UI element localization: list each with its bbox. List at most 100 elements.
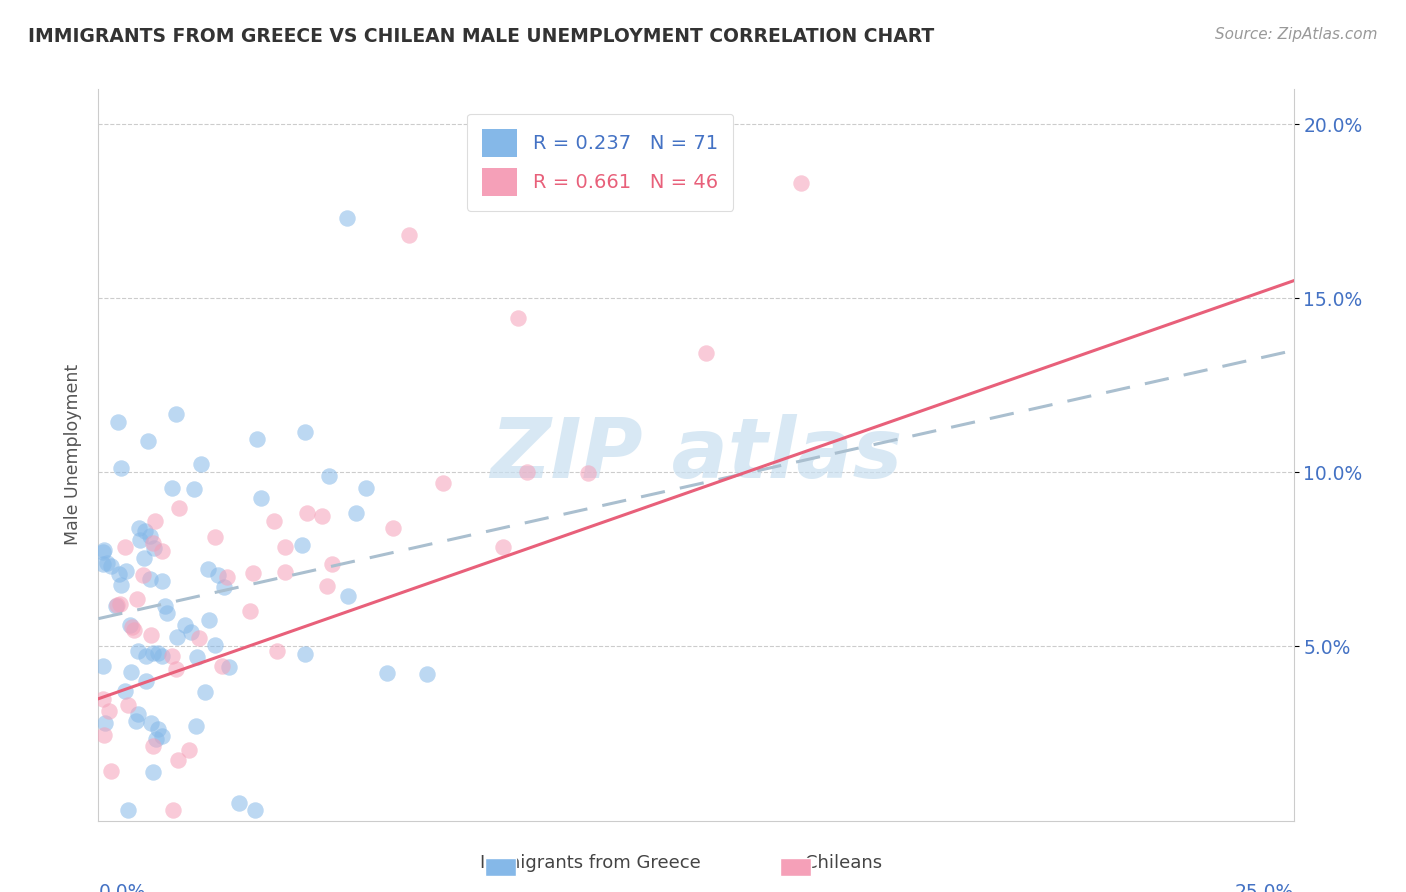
Point [141, 715, 163, 730]
Point [114, 540, 136, 554]
Point [128, 521, 150, 535]
Point [150, 544, 173, 558]
Text: IMMIGRANTS FROM GREECE VS CHILEAN MALE UNEMPLOYMENT CORRELATION CHART: IMMIGRANTS FROM GREECE VS CHILEAN MALE U… [28, 27, 935, 45]
Point [127, 644, 149, 658]
Point [187, 631, 209, 645]
Point [142, 765, 165, 780]
Point [150, 574, 173, 588]
Point [110, 461, 132, 475]
Point [695, 346, 717, 360]
Point [266, 644, 288, 658]
Point [132, 568, 155, 582]
Point [274, 540, 297, 554]
Point [228, 796, 250, 810]
Point [141, 628, 163, 642]
Point [344, 506, 367, 520]
Point [107, 415, 129, 429]
Point [145, 731, 167, 746]
Point [249, 491, 271, 505]
Point [491, 540, 513, 554]
Point [183, 483, 205, 497]
Point [108, 597, 131, 611]
Point [150, 648, 173, 663]
Point [336, 211, 359, 225]
Point [139, 529, 162, 543]
Point [243, 803, 266, 817]
Point [127, 706, 149, 721]
Text: ZIP atlas: ZIP atlas [489, 415, 903, 495]
Point [398, 228, 420, 243]
Point [117, 698, 139, 712]
Point [94, 716, 117, 731]
Point [177, 743, 200, 757]
Point [198, 614, 221, 628]
Point [96, 556, 118, 570]
Point [263, 514, 285, 528]
Point [318, 469, 340, 483]
Point [197, 562, 219, 576]
Point [146, 646, 169, 660]
Point [162, 803, 184, 817]
Text: Chileans: Chileans [806, 855, 882, 872]
Point [156, 606, 179, 620]
Point [117, 803, 139, 817]
Point [120, 617, 142, 632]
Point [105, 598, 128, 612]
Point [104, 599, 127, 613]
Point [128, 533, 150, 547]
Point [165, 662, 187, 676]
Point [91, 692, 114, 706]
Point [790, 176, 813, 190]
Point [354, 481, 377, 495]
Point [142, 536, 165, 550]
Point [136, 434, 159, 449]
Point [508, 311, 530, 326]
Point [150, 729, 173, 743]
Point [115, 564, 138, 578]
Text: 0.0%: 0.0% [98, 883, 146, 892]
Point [174, 617, 197, 632]
Point [143, 514, 166, 528]
Point [93, 727, 115, 741]
Point [186, 719, 208, 733]
Point [207, 567, 229, 582]
Point [204, 638, 226, 652]
Point [215, 570, 238, 584]
Point [239, 604, 262, 618]
Point [416, 666, 439, 681]
Point [108, 567, 131, 582]
Point [218, 660, 240, 674]
Point [190, 458, 212, 472]
Point [153, 599, 176, 614]
Point [120, 665, 142, 680]
Text: Source: ZipAtlas.com: Source: ZipAtlas.com [1215, 27, 1378, 42]
Point [194, 685, 217, 699]
Point [294, 647, 316, 661]
Point [246, 432, 269, 446]
Point [134, 524, 156, 538]
Point [214, 580, 236, 594]
Point [167, 501, 190, 516]
Point [432, 475, 454, 490]
Point [186, 650, 208, 665]
Y-axis label: Male Unemployment: Male Unemployment [63, 364, 82, 546]
Point [141, 739, 163, 754]
Point [204, 530, 226, 544]
Point [321, 557, 343, 571]
Point [576, 466, 599, 480]
Point [100, 764, 122, 778]
Point [110, 578, 132, 592]
Point [100, 558, 122, 573]
Legend: R = 0.237   N = 71, R = 0.661   N = 46: R = 0.237 N = 71, R = 0.661 N = 46 [467, 113, 734, 211]
Point [125, 714, 148, 728]
Text: Immigrants from Greece: Immigrants from Greece [479, 855, 702, 872]
Point [91, 659, 114, 673]
Point [165, 407, 187, 421]
Point [91, 545, 114, 559]
Point [167, 753, 190, 767]
Point [515, 465, 537, 479]
Point [316, 579, 339, 593]
Point [122, 623, 145, 637]
Point [274, 565, 297, 579]
Point [135, 673, 157, 688]
